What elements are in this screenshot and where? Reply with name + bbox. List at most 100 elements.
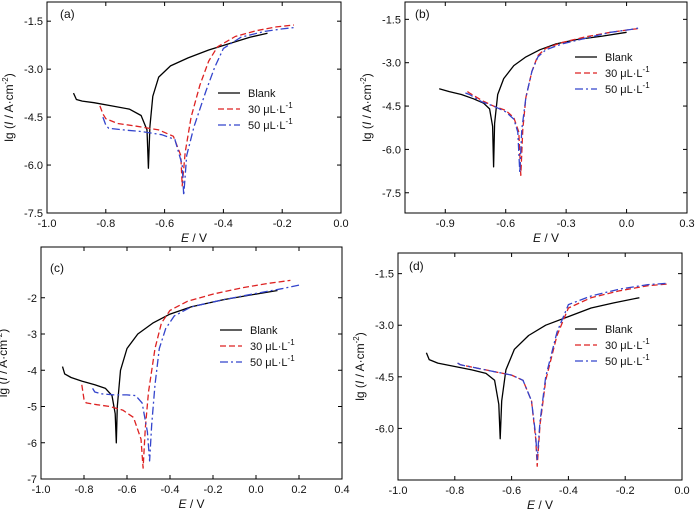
legend-label-sup: -1 xyxy=(288,338,296,347)
plot-frame xyxy=(46,1,342,214)
panel-caption: (d) xyxy=(409,259,424,273)
panel-caption: (b) xyxy=(415,7,430,21)
y-tick-label: -4.5 xyxy=(375,372,394,384)
y-axis-label-var: I xyxy=(2,121,16,125)
y-tick-label: -4.5 xyxy=(24,112,43,124)
x-tick-label: -0.2 xyxy=(273,218,292,230)
y-axis-label-unit: / A·cm xyxy=(2,84,16,121)
legend-label: 30 μL·L-1 xyxy=(248,101,293,116)
y-tick-label: -6.0 xyxy=(382,144,401,156)
y-axis-label-suffix: ) xyxy=(2,73,16,77)
y-axis-label-prefix: lg ( xyxy=(0,381,10,398)
y-axis-label-suffix: ) xyxy=(0,329,10,333)
y-tick-label: -1.5 xyxy=(375,269,394,281)
legend-label-main: 50 μL·L xyxy=(605,84,643,96)
x-tick-label: 0.3 xyxy=(679,218,694,230)
legend-label-main: 30 μL·L xyxy=(605,340,643,352)
y-tick-label: -7.5 xyxy=(382,188,401,200)
x-tick-label: 0.2 xyxy=(291,484,306,496)
y-axis-label-suffix: ) xyxy=(353,332,367,336)
series-line-blank xyxy=(439,31,627,168)
legend-label-main: 30 μL·L xyxy=(605,68,643,80)
y-axis-label-prefix: lg ( xyxy=(353,384,367,401)
y-axis-label: lg (I / A·cm-2) xyxy=(0,329,10,397)
x-axis-label-var: E xyxy=(181,231,190,245)
plot-frame xyxy=(40,246,343,480)
legend-label: 30 μL·L-1 xyxy=(605,337,650,352)
legend-label: Blank xyxy=(605,324,633,336)
series-line-blank xyxy=(72,32,268,169)
legend-label-sup: -1 xyxy=(286,101,294,110)
y-tick-label: -7.5 xyxy=(24,208,43,220)
y-tick-label: -3 xyxy=(27,329,37,341)
y-axis-label-prefix: lg ( xyxy=(360,125,374,142)
y-axis-label-sup: -2 xyxy=(352,336,361,344)
panel-caption: (c) xyxy=(50,261,64,275)
x-axis-label-var: E xyxy=(527,498,536,510)
series-line-30ul xyxy=(467,27,639,177)
legend-label: 50 μL·L-1 xyxy=(605,353,650,368)
legend-label-main: 50 μL·L xyxy=(248,120,286,132)
y-axis-label-var: I xyxy=(0,377,10,381)
y-axis-label: lg (I / A·cm-2) xyxy=(352,332,367,400)
legend-label: 50 μL·L-1 xyxy=(605,81,650,96)
x-axis-label: E / V xyxy=(527,498,553,510)
x-tick-label: 0.0 xyxy=(248,484,263,496)
y-tick-label: -3.0 xyxy=(375,320,394,332)
legend-label: Blank xyxy=(248,88,276,100)
y-axis-label-var: I xyxy=(360,121,374,125)
y-tick-label: -1.5 xyxy=(382,14,401,26)
legend-label-main: 50 μL·L xyxy=(605,356,643,368)
x-tick-label: 0.4 xyxy=(334,484,349,496)
legend-label: Blank xyxy=(605,52,633,64)
y-tick-label: -6 xyxy=(27,438,37,450)
legend-label-sup: -1 xyxy=(643,337,651,346)
y-tick-label: -4 xyxy=(27,365,37,377)
series-group xyxy=(425,282,668,467)
legend-label: Blank xyxy=(250,325,278,337)
y-tick-label: -6.0 xyxy=(24,160,43,172)
y-axis-label: lg (I / A·cm-2) xyxy=(359,73,374,141)
plot-frame xyxy=(404,1,688,214)
legend-label-sup: -1 xyxy=(286,117,294,126)
x-axis-label: E / V xyxy=(178,497,204,510)
series-line-50ul xyxy=(92,284,300,462)
x-tick-label: -0.6 xyxy=(155,218,174,230)
panel-d: -1.0 -0.8 -0.6 -0.4 -0.2 0.0 -6.0 -4.5 -3.0 -1.5 E… xyxy=(352,252,690,510)
x-tick-label: 0.0 xyxy=(333,218,348,230)
y-axis-label-sup: -2 xyxy=(359,77,368,85)
legend-label: 30 μL·L-1 xyxy=(605,65,650,80)
y-tick-label: -4.5 xyxy=(382,101,401,113)
x-axis-label-unit: / V xyxy=(535,498,553,510)
x-tick-label: 0.0 xyxy=(619,218,634,230)
x-tick-label: -0.4 xyxy=(559,485,578,497)
y-tick-label: -3.0 xyxy=(382,58,401,70)
series-line-50ul xyxy=(457,282,668,461)
legend-label-sup: -1 xyxy=(643,81,651,90)
y-axis-label-var: I xyxy=(353,380,367,384)
x-axis-label: E / V xyxy=(533,231,559,245)
y-axis-label-sup: -2 xyxy=(1,77,10,85)
y-tick-label: -7 xyxy=(27,474,37,486)
series-group xyxy=(72,24,295,197)
y-axis-label-unit: / A·cm xyxy=(360,84,374,121)
legend-label: 30 μL·L-1 xyxy=(250,338,295,353)
x-tick-label: -0.6 xyxy=(496,218,515,230)
legend-label-sup: -1 xyxy=(288,354,296,363)
x-tick-label: -0.6 xyxy=(118,484,137,496)
legend-label: 50 μL·L-1 xyxy=(248,117,293,132)
y-axis-label-unit: / A·cm xyxy=(0,340,10,377)
x-tick-label: -0.8 xyxy=(445,485,464,497)
series-group xyxy=(61,279,300,469)
x-tick-label: -0.8 xyxy=(96,218,115,230)
x-tick-label: -1.0 xyxy=(389,485,408,497)
y-axis-label-prefix: lg ( xyxy=(2,125,16,142)
series-line-blank xyxy=(425,297,640,440)
x-axis-label-var: E xyxy=(178,497,187,510)
y-tick-label: -5 xyxy=(27,402,37,414)
